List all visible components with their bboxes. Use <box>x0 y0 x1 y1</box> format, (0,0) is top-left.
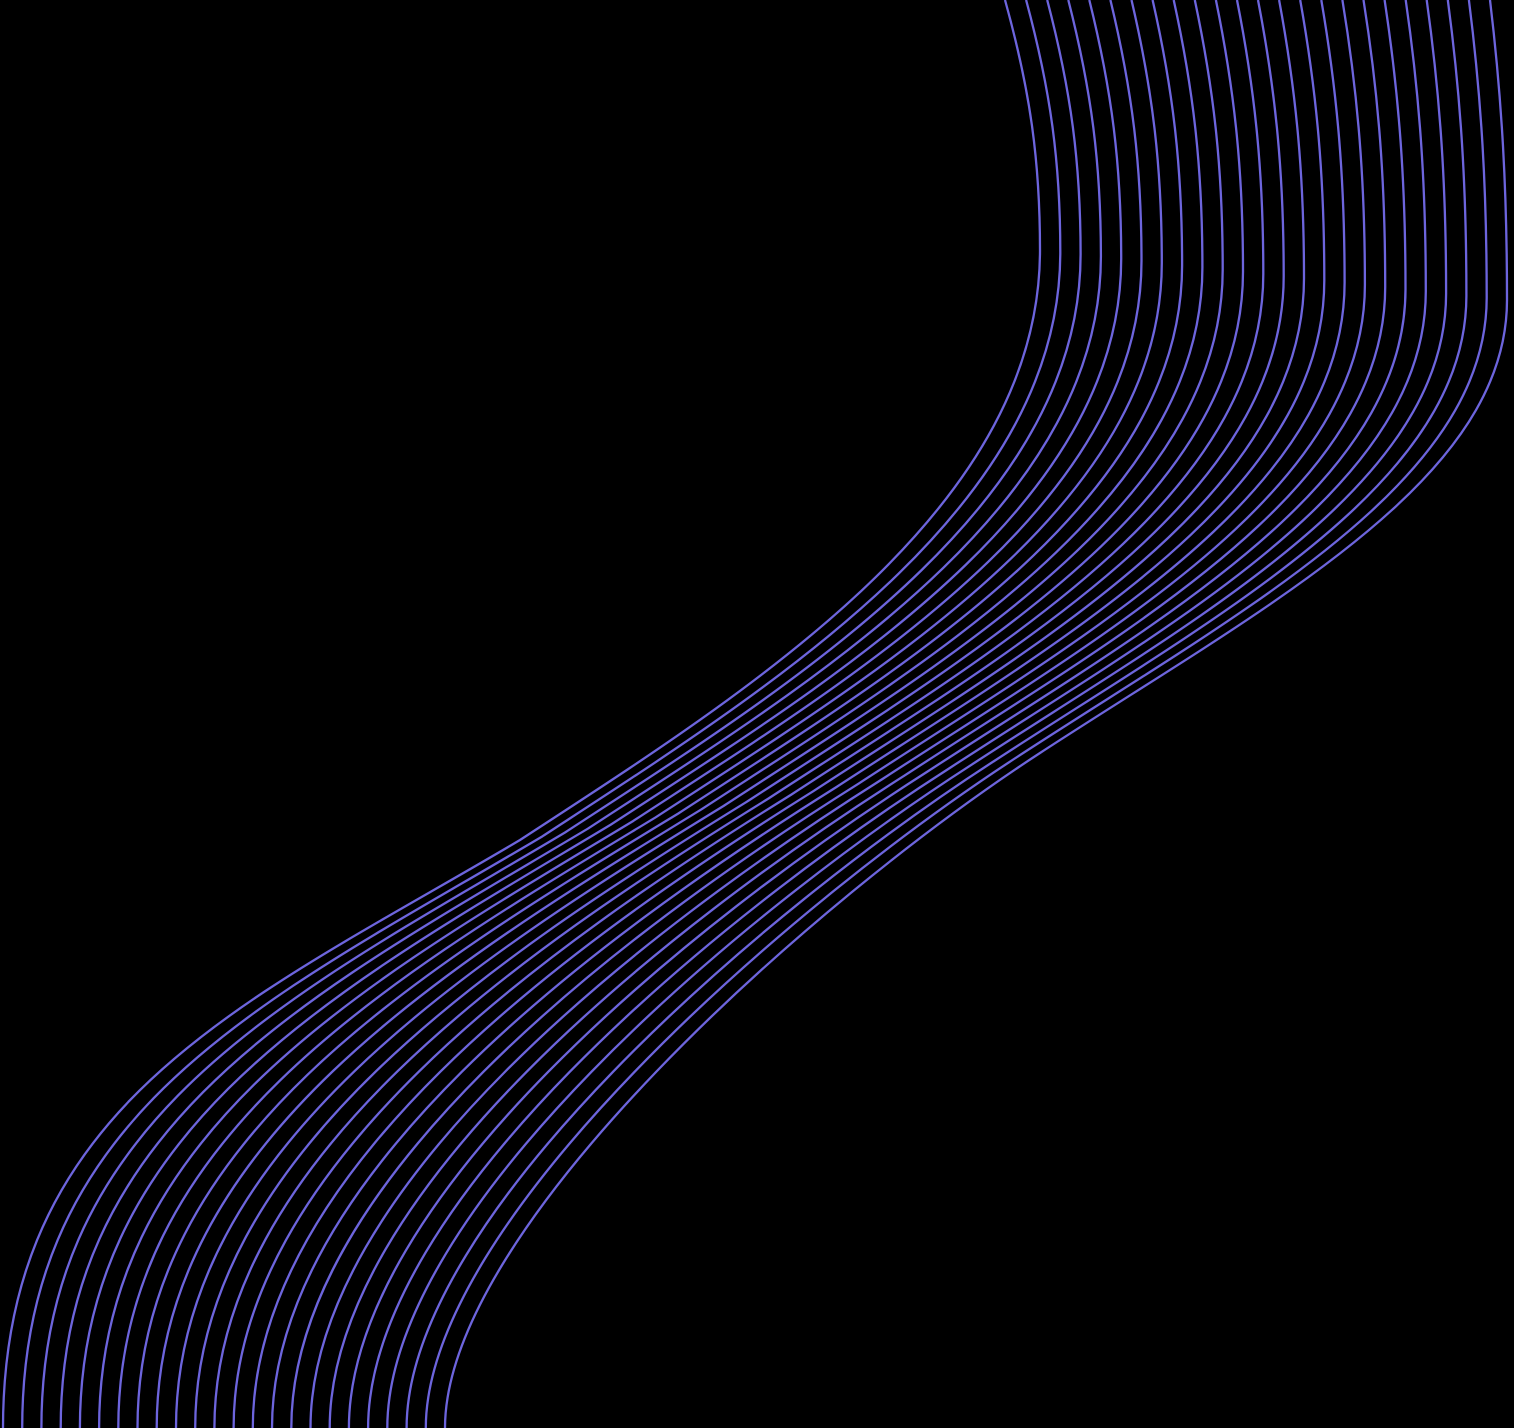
wave-line <box>155 0 1204 1428</box>
wave-line <box>59 0 1103 1428</box>
wave-line <box>328 0 1387 1428</box>
wave-line <box>424 0 1488 1428</box>
wave-line <box>21 0 1062 1428</box>
wave-line <box>443 0 1509 1428</box>
wave-line <box>232 0 1285 1428</box>
wave-line <box>136 0 1184 1428</box>
wave-line <box>251 0 1306 1428</box>
wave-line <box>270 0 1326 1428</box>
wave-line <box>174 0 1224 1428</box>
wave-line <box>194 0 1245 1428</box>
wave-line <box>366 0 1427 1428</box>
wave-line <box>290 0 1346 1428</box>
wave-line <box>97 0 1143 1428</box>
wave-line <box>309 0 1367 1428</box>
wave-line <box>213 0 1265 1428</box>
wave-line <box>347 0 1407 1428</box>
wave-line <box>78 0 1123 1428</box>
wave-line <box>405 0 1468 1428</box>
wave-line <box>40 0 1082 1428</box>
wave-line <box>117 0 1163 1428</box>
wave-line <box>1 0 1042 1428</box>
wave-line <box>386 0 1448 1428</box>
